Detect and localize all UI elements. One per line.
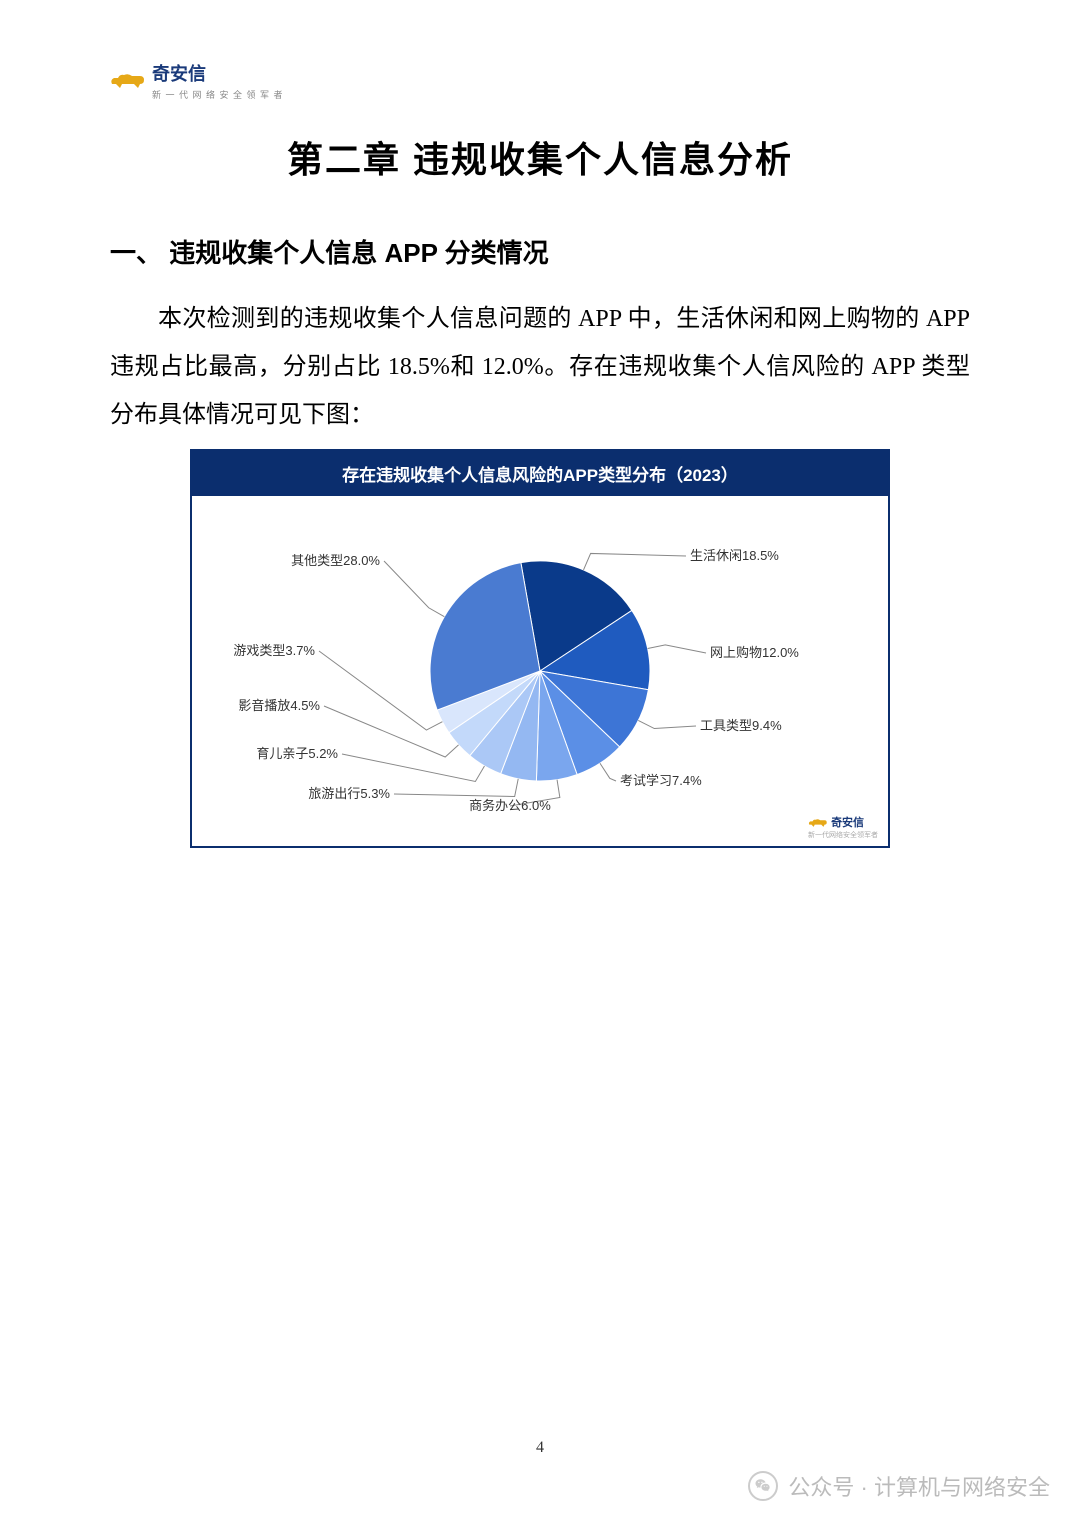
chapter-title: 第二章 违规收集个人信息分析 — [110, 131, 970, 183]
chart-body: 生活休闲18.5% 网上购物12.0% 工具类型9.4% 考试学习7.4% 商务办公6.… — [192, 496, 888, 846]
slice-label: 其他类型28.0% — [291, 553, 380, 568]
logo-main-text: 奇安信 — [152, 60, 284, 86]
chart-title: 存在违规收集个人信息风险的APP类型分布（2023） — [192, 451, 888, 496]
slice-label: 商务办公6.0% — [469, 798, 551, 813]
logo-sub-text: 新 一 代 网 络 安 全 领 军 者 — [152, 88, 284, 101]
slice-label: 考试学习7.4% — [620, 773, 702, 788]
attribution-sub: 新一代网络安全领军者 — [808, 830, 878, 840]
slice-label: 网上购物12.0% — [710, 645, 799, 660]
page-number: 4 — [536, 1439, 544, 1457]
slice-label: 生活休闲18.5% — [690, 548, 779, 563]
wechat-icon — [748, 1471, 778, 1501]
slice-label: 游戏类型3.7% — [233, 643, 315, 658]
slice-label: 育儿亲子5.2% — [256, 746, 338, 761]
logo-animal-icon — [110, 70, 146, 92]
pie-chart-svg: 生活休闲18.5% 网上购物12.0% 工具类型9.4% 考试学习7.4% 商务办公6.… — [190, 496, 890, 846]
body-paragraph: 本次检测到的违规收集个人信息问题的 APP 中，生活休闲和网上购物的 APP 违… — [110, 295, 970, 439]
wechat-watermark: 公众号 · 计算机与网络安全 — [748, 1470, 1050, 1502]
pie-chart-container: 存在违规收集个人信息风险的APP类型分布（2023） 生活休闲18.5% 网上购物… — [190, 449, 890, 848]
attribution-icon — [808, 817, 828, 829]
attribution-main: 奇安信 — [831, 817, 864, 829]
slice-label: 旅游出行5.3% — [308, 786, 390, 801]
document-page: 奇安信 新 一 代 网 络 安 全 领 军 者 第二章 违规收集个人信息分析 一… — [0, 0, 1080, 848]
logo-text-block: 奇安信 新 一 代 网 络 安 全 领 军 者 — [152, 60, 284, 101]
chart-attribution: 奇安信 新一代网络安全领军者 — [808, 814, 878, 840]
slice-label: 影音播放4.5% — [238, 698, 320, 713]
brand-logo: 奇安信 新 一 代 网 络 安 全 领 军 者 — [110, 60, 970, 101]
watermark-text: 公众号 · 计算机与网络安全 — [788, 1470, 1050, 1502]
section-title: 一、 违规收集个人信息 APP 分类情况 — [110, 233, 970, 270]
slice-label: 工具类型9.4% — [700, 718, 782, 733]
